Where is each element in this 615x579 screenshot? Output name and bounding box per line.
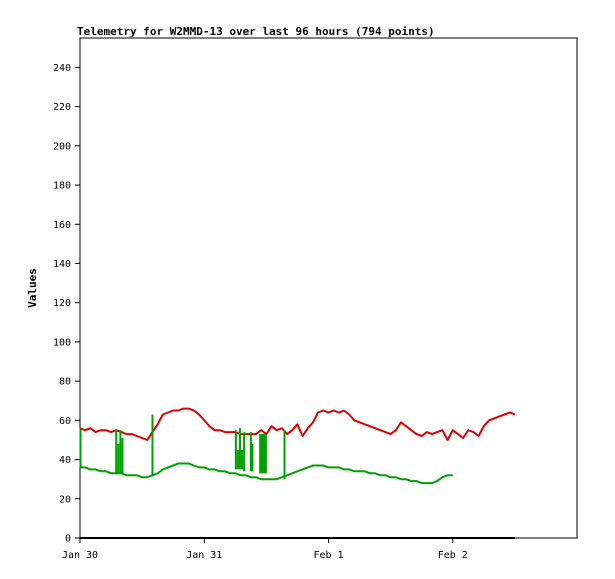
y-axis-ticks: 0 20 40 60 80 100 120 140 160 180 200 220 240 bbox=[53, 63, 80, 545]
y-tick-label: 240 bbox=[53, 63, 71, 74]
y-tick-label: 140 bbox=[53, 259, 71, 270]
y-tick-label: 220 bbox=[53, 102, 71, 113]
x-axis-ticks: Jan 30 Jan 31 Feb 1 Feb 2 bbox=[62, 538, 468, 561]
series-group bbox=[79, 407, 516, 441]
y-tick-label: 60 bbox=[59, 416, 71, 427]
y-tick-label: 0 bbox=[65, 534, 71, 545]
y-tick-label: 80 bbox=[59, 377, 71, 388]
x-tick-label: Feb 1 bbox=[313, 550, 343, 561]
series-line bbox=[80, 462, 453, 485]
series-layer bbox=[79, 407, 516, 539]
x-tick-label: Feb 2 bbox=[438, 550, 468, 561]
y-axis-label: Values bbox=[26, 268, 39, 308]
y-tick-label: 120 bbox=[53, 298, 71, 309]
y-tick-label: 200 bbox=[53, 141, 71, 152]
x-tick-label: Jan 31 bbox=[186, 550, 222, 561]
y-tick-label: 160 bbox=[53, 220, 71, 231]
y-tick-label: 20 bbox=[59, 494, 71, 505]
series-group bbox=[79, 414, 453, 485]
plot-area-frame bbox=[79, 37, 578, 539]
y-tick-label: 180 bbox=[53, 181, 71, 192]
x-tick-label: Jan 30 bbox=[62, 550, 98, 561]
y-tick-label: 40 bbox=[59, 455, 71, 466]
chart-title: Telemetry for W2MMD-13 over last 96 hour… bbox=[77, 25, 435, 38]
series-line bbox=[79, 407, 516, 441]
y-tick-label: 100 bbox=[53, 337, 71, 348]
